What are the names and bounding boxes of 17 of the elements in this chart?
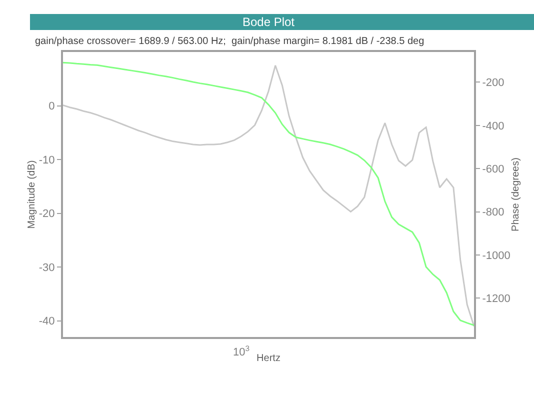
x-axis-title: Hertz [256,353,280,364]
y2-axis-title: Phase (degrees) [510,158,522,232]
y-tick-label: -40 [38,316,55,328]
chart-title: Bode Plot [242,15,296,30]
y-axis-title: Magnitude (dB) [26,160,38,229]
y2-tick-label: -200 [482,77,504,90]
y2-tick-label: -400 [482,120,504,132]
y-tick-label: 0 [48,100,55,113]
y2-tick-label: -1200 [482,292,510,305]
chart-subtitle: gain/phase crossover= 1689.9 / 563.00 Hz; gain/phase margin= 8.1981 dB / -238.5 deg [35,36,424,47]
y2-tick-label: -1000 [482,250,510,262]
y2-tick-label: -800 [482,206,504,219]
y2-tick-label: -600 [482,163,504,176]
y-tick-label: -10 [38,154,55,166]
text: 10$^{3}$ [233,344,250,359]
y-tick-label: -30 [38,262,55,274]
y-tick-label: -20 [38,208,55,220]
